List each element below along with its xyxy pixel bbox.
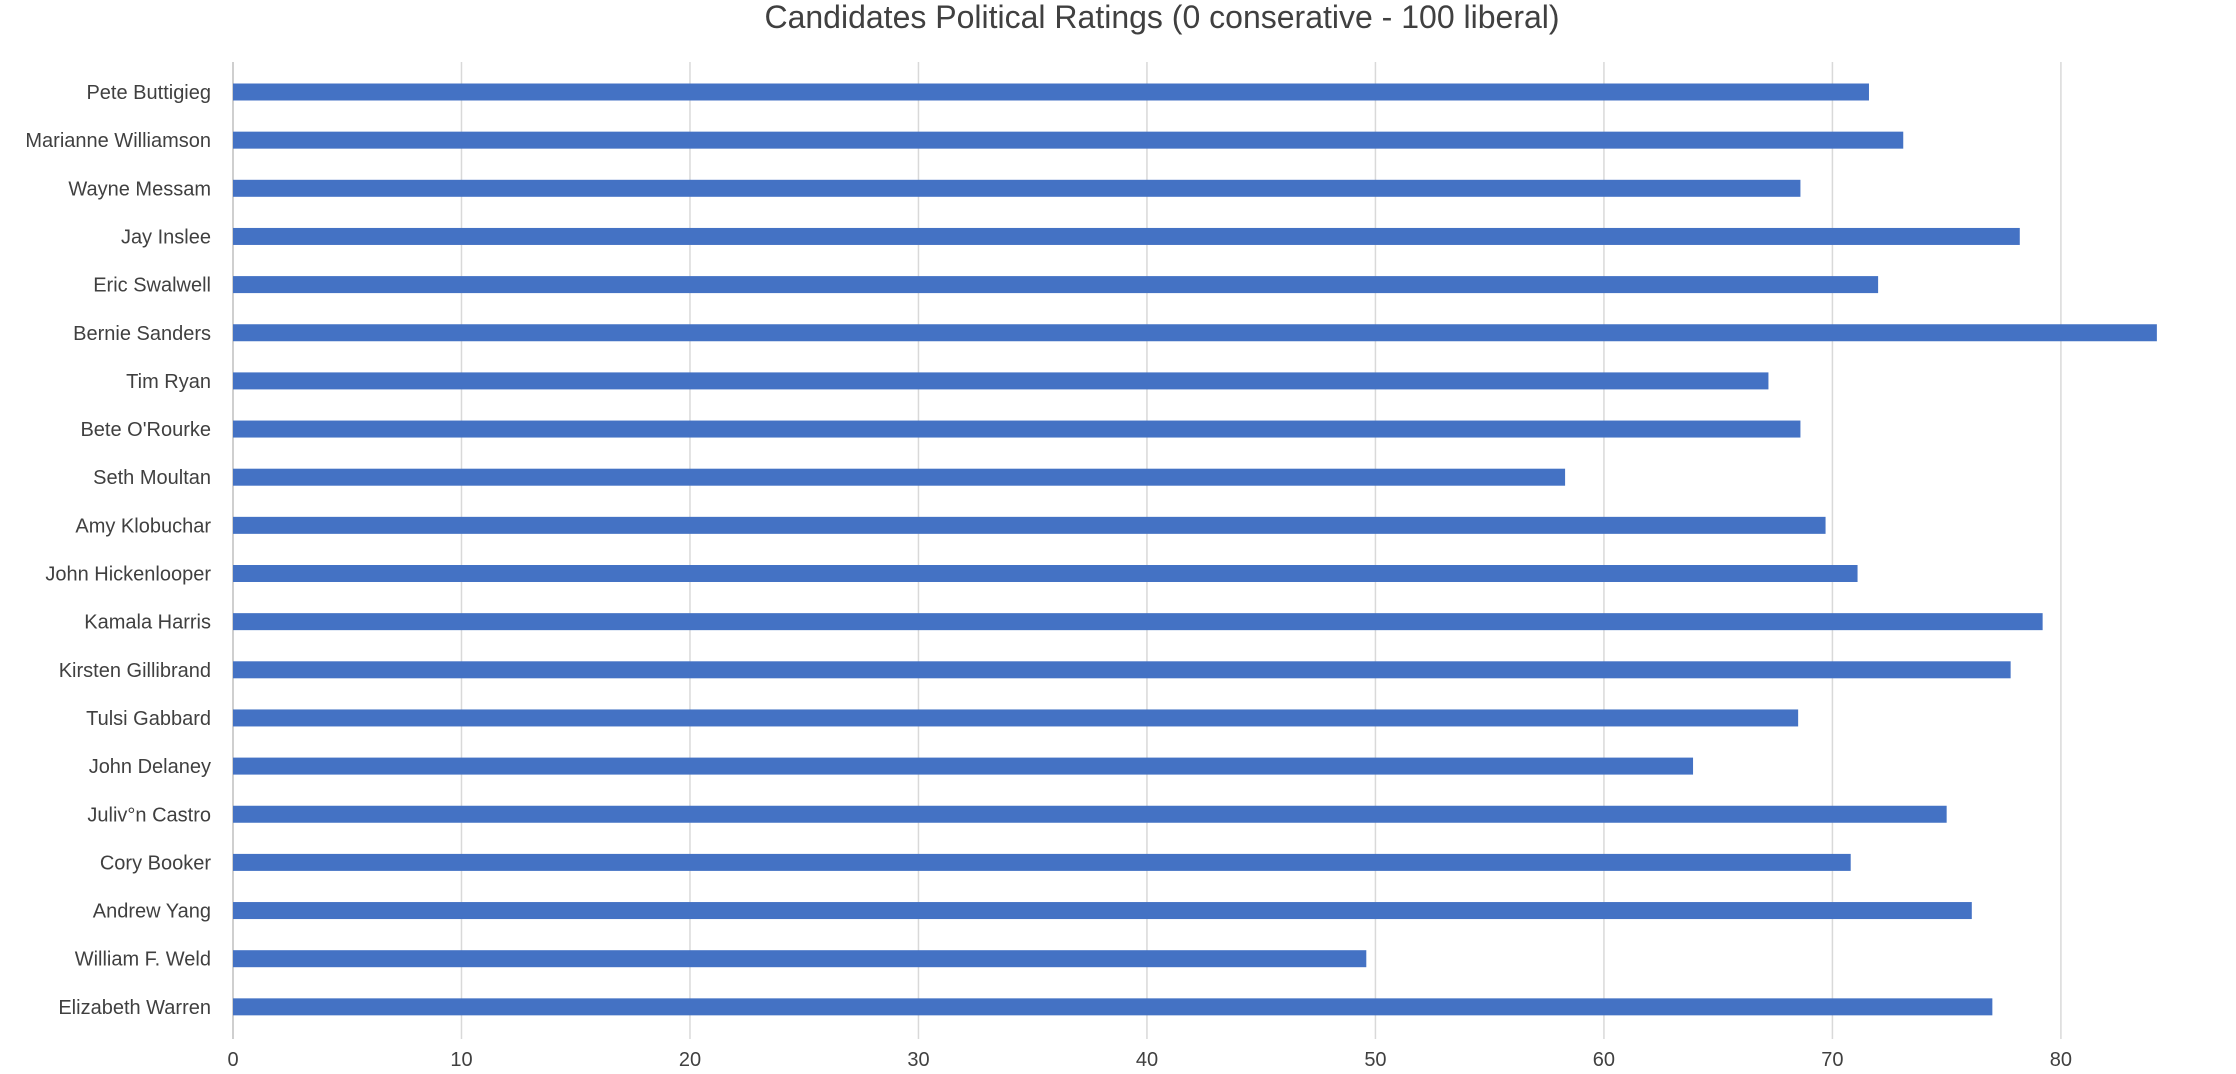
grid-layer	[232, 62, 2062, 1039]
x-tick-label: 80	[2050, 1049, 2072, 1071]
category-label: Pete Buttigieg	[86, 82, 211, 104]
x-tick-labels: 0 10 20 30 40 50 60 70 80	[227, 1049, 2072, 1071]
x-tick-label: 0	[227, 1049, 238, 1071]
category-label: Eric Swalwell	[93, 275, 211, 297]
x-tick-label: 40	[1136, 1049, 1158, 1071]
category-label: Kirsten Gillibrand	[59, 660, 211, 682]
x-tick-label: 20	[679, 1049, 701, 1071]
chart-title: Candidates Political Ratings (0 conserat…	[764, 0, 1559, 35]
category-label: Tim Ryan	[126, 371, 211, 393]
bar	[233, 661, 2011, 679]
category-label: Amy Klobuchar	[75, 515, 211, 537]
bar	[233, 902, 1972, 920]
category-label: William F. Weld	[75, 949, 211, 971]
bar	[233, 998, 1993, 1016]
bar	[233, 324, 2157, 342]
category-label: Elizabeth Warren	[58, 997, 211, 1019]
x-tick-label: 60	[1593, 1049, 1615, 1071]
category-label: Tulsi Gabbard	[86, 708, 211, 730]
category-label: Marianne Williamson	[25, 130, 211, 152]
category-label: Jay Inslee	[121, 226, 211, 248]
bar-layer	[233, 83, 2157, 1016]
bar	[233, 853, 1851, 871]
bar	[233, 757, 1694, 775]
category-label: Wayne Messam	[68, 178, 211, 200]
category-label: Seth Moultan	[93, 467, 211, 489]
bar	[233, 83, 1869, 101]
bar	[233, 709, 1799, 727]
category-labels: Pete Buttigieg Marianne Williamson Wayne M…	[25, 82, 211, 1019]
bar	[233, 805, 1947, 823]
category-label: Juliv°n Castro	[87, 804, 211, 826]
bar	[233, 179, 1801, 197]
category-label: Cory Booker	[100, 852, 211, 874]
category-label: Bete O'Rourke	[80, 419, 211, 441]
bar	[233, 420, 1801, 438]
x-tick-label: 10	[450, 1049, 472, 1071]
bar	[233, 565, 1858, 582]
bar	[233, 276, 1879, 294]
x-tick-label: 70	[1821, 1049, 1843, 1071]
bar	[233, 950, 1367, 968]
bar	[233, 613, 2043, 631]
category-label: Kamala Harris	[84, 612, 211, 634]
category-label: John Delaney	[89, 756, 211, 778]
category-label: Andrew Yang	[93, 901, 211, 923]
bar	[233, 372, 1769, 390]
bar	[233, 227, 2020, 245]
bar	[233, 468, 1566, 486]
category-label: Bernie Sanders	[73, 323, 211, 345]
x-tick-label: 50	[1364, 1049, 1386, 1071]
bar	[233, 131, 1904, 149]
x-tick-label: 30	[907, 1049, 929, 1071]
category-label: John Hickenlooper	[45, 564, 211, 586]
bar	[233, 516, 1826, 534]
